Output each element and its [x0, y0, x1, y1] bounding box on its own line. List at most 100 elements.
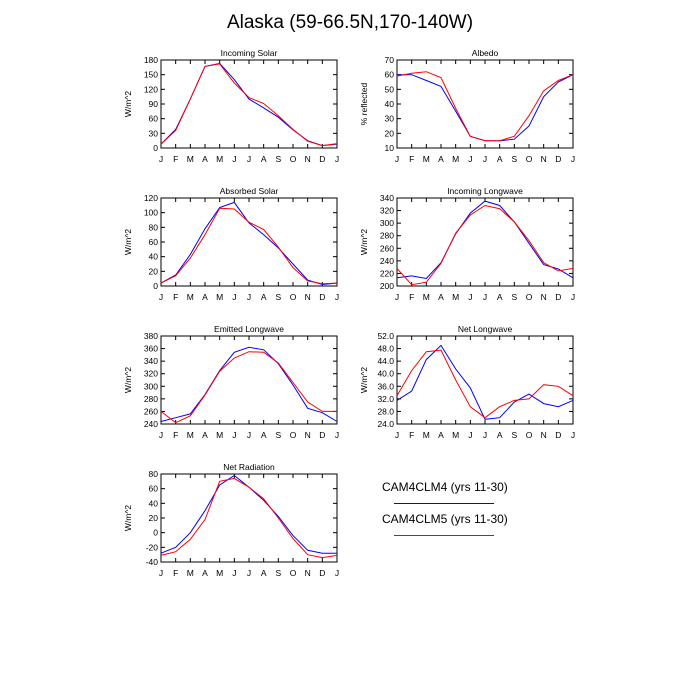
y-tick-label: 100: [144, 208, 158, 218]
series-line-2: [396, 204, 574, 286]
x-tick-label: A: [497, 430, 503, 440]
y-tick-label: 20: [149, 513, 159, 523]
x-tick-label: J: [232, 292, 236, 302]
y-tick-label: 80: [149, 469, 159, 479]
series-line-2: [160, 477, 338, 559]
x-tick-label: M: [423, 430, 430, 440]
x-tick-label: N: [305, 154, 311, 164]
x-tick-label: J: [571, 154, 575, 164]
y-tick-label: 40: [149, 252, 159, 262]
x-tick-label: J: [232, 154, 236, 164]
x-tick-label: J: [335, 430, 339, 440]
x-tick-label: S: [275, 430, 281, 440]
x-tick-label: D: [555, 292, 561, 302]
y-axis-label: W/m^2: [359, 229, 369, 255]
y-tick-label: -20: [146, 542, 159, 552]
panel-title: Emitted Longwave: [214, 324, 284, 334]
plot-frame: [160, 335, 338, 425]
x-tick-label: D: [555, 430, 561, 440]
x-tick-label: D: [319, 568, 325, 578]
y-tick-label: 0: [153, 528, 158, 538]
x-tick-label: O: [526, 292, 533, 302]
y-tick-label: 340: [144, 356, 158, 366]
x-tick-label: M: [452, 430, 459, 440]
x-tick-label: M: [452, 154, 459, 164]
figure-title: Alaska (59-66.5N,170-140W): [226, 12, 474, 33]
y-axis-label: W/m^2: [359, 367, 369, 393]
panel-title: Albedo: [472, 48, 499, 58]
x-tick-label: A: [261, 430, 267, 440]
x-tick-label: O: [290, 568, 297, 578]
y-tick-label: 60: [385, 70, 395, 80]
y-tick-label: 40: [149, 498, 159, 508]
series-line-1: [396, 200, 574, 280]
panel-title: Net Radiation: [223, 462, 275, 472]
series-line-1: [396, 344, 574, 420]
y-tick-label: 200: [380, 281, 394, 291]
x-tick-label: M: [423, 154, 430, 164]
y-tick-label: 380: [144, 331, 158, 341]
legend: CAM4CLM4 (yrs 11-30) CAM4CLM5 (yrs 11-30…: [380, 480, 560, 544]
x-tick-label: A: [497, 154, 503, 164]
y-axis-label: % reflected: [359, 82, 369, 125]
legend-label-series2: CAM4CLM5 (yrs 11-30): [382, 512, 508, 526]
y-tick-label: 300: [380, 218, 394, 228]
x-tick-label: F: [173, 430, 178, 440]
y-tick-label: 340: [380, 193, 394, 203]
x-tick-label: O: [290, 154, 297, 164]
x-tick-label: D: [319, 430, 325, 440]
legend-line-series1: [394, 503, 494, 504]
x-tick-label: O: [290, 292, 297, 302]
x-tick-label: O: [290, 430, 297, 440]
panel-5: Emitted Longwave W/m^2 240 260 280 300 320 340 3…: [123, 324, 339, 440]
x-tick-label: F: [409, 292, 414, 302]
panel-title: Absorbed Solar: [220, 186, 279, 196]
y-tick-label: 180: [144, 55, 158, 65]
series-line-1: [160, 201, 338, 286]
series-line-2: [160, 63, 338, 147]
x-tick-label: J: [395, 430, 399, 440]
x-tick-label: N: [305, 568, 311, 578]
x-tick-label: O: [526, 430, 533, 440]
y-tick-label: 60: [149, 114, 159, 124]
x-tick-label: F: [173, 568, 178, 578]
x-tick-label: A: [497, 292, 503, 302]
x-tick-label: A: [438, 430, 444, 440]
y-tick-label: 320: [144, 369, 158, 379]
x-tick-label: S: [275, 292, 281, 302]
y-tick-label: 240: [144, 419, 158, 429]
y-axis-label: W/m^2: [123, 229, 133, 255]
x-tick-label: A: [438, 292, 444, 302]
x-tick-label: S: [511, 292, 517, 302]
x-tick-label: N: [305, 430, 311, 440]
y-axis-label: W/m^2: [123, 505, 133, 531]
y-tick-label: 28.0: [377, 406, 394, 416]
legend-item-series1: CAM4CLM4 (yrs 11-30): [380, 480, 560, 512]
y-tick-label: 90: [149, 99, 159, 109]
y-tick-label: 40: [385, 99, 395, 109]
y-tick-label: 20: [385, 128, 395, 138]
x-tick-label: J: [571, 430, 575, 440]
y-tick-label: 120: [144, 193, 158, 203]
x-tick-label: N: [541, 430, 547, 440]
x-tick-label: J: [335, 568, 339, 578]
x-tick-label: A: [261, 292, 267, 302]
panel-title: Incoming Longwave: [447, 186, 523, 196]
y-tick-label: 260: [380, 243, 394, 253]
x-tick-label: J: [483, 154, 487, 164]
panel-6: Net Longwave W/m^2 24.0 28.0 32.0 36.0 40.0 44.…: [359, 324, 575, 440]
series-line-1: [397, 74, 574, 142]
y-tick-label: 44.0: [377, 356, 394, 366]
x-tick-label: J: [483, 292, 487, 302]
series-line-1: [160, 346, 338, 422]
x-tick-label: M: [187, 154, 194, 164]
x-tick-label: M: [216, 292, 223, 302]
x-tick-label: F: [409, 154, 414, 164]
x-tick-label: J: [159, 292, 163, 302]
panel-title: Incoming Solar: [221, 48, 278, 58]
y-tick-label: 280: [380, 231, 394, 241]
